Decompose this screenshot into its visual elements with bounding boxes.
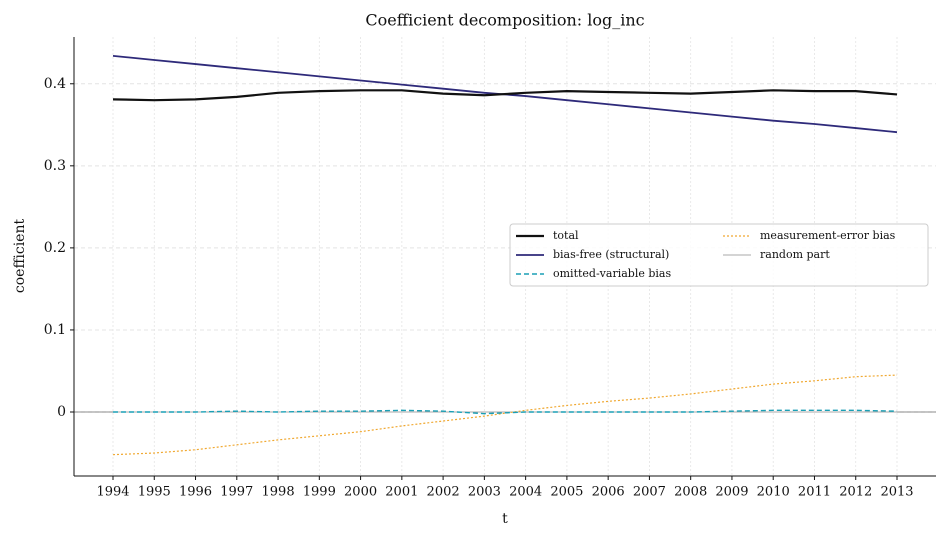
x-axis-label: t [502, 511, 508, 527]
x-tick-label: 1996 [179, 485, 212, 500]
x-tick-label: 1999 [303, 485, 336, 500]
y-tick-label: 0 [57, 404, 66, 420]
x-tick-label: 1995 [138, 485, 171, 500]
y-axis-label: coefficient [12, 219, 28, 294]
x-tick-label: 2013 [880, 485, 913, 500]
x-tick-label: 2004 [509, 485, 542, 500]
legend-label: total [553, 229, 579, 242]
series-line [112, 374, 898, 456]
x-tick-label: 2012 [839, 485, 872, 500]
x-tick-label: 2003 [468, 485, 501, 500]
x-tick-label: 2007 [633, 485, 666, 500]
x-tick-label: 2001 [385, 485, 418, 500]
legend-box [509, 223, 929, 287]
x-tick-label: 2009 [715, 485, 748, 500]
x-tick-label: 2010 [757, 485, 790, 500]
series-line [112, 89, 898, 102]
y-tick-label: 0.2 [44, 240, 66, 256]
series-line [113, 409, 898, 415]
legend-label: measurement-error bias [760, 229, 896, 242]
x-tick-label: 1998 [262, 485, 295, 500]
x-tick-label: 2000 [344, 485, 377, 500]
y-tick-label: 0.1 [44, 322, 66, 338]
x-tick-label: 2006 [592, 485, 625, 500]
x-tick-label: 2008 [674, 485, 707, 500]
legend-label: bias-free (structural) [553, 248, 669, 261]
chart-title: Coefficient decomposition: log_inc [365, 11, 644, 30]
x-tick-label: 1994 [96, 485, 129, 500]
x-tick-label: 2005 [550, 485, 583, 500]
y-tick-label: 0.4 [44, 76, 66, 92]
legend-label: omitted-variable bias [553, 267, 671, 280]
x-tick-label: 2002 [427, 485, 460, 500]
x-tick-label: 1997 [220, 485, 253, 500]
y-tick-label: 0.3 [44, 158, 66, 174]
legend-label: random part [760, 248, 830, 261]
x-tick-label: 2011 [798, 485, 831, 500]
